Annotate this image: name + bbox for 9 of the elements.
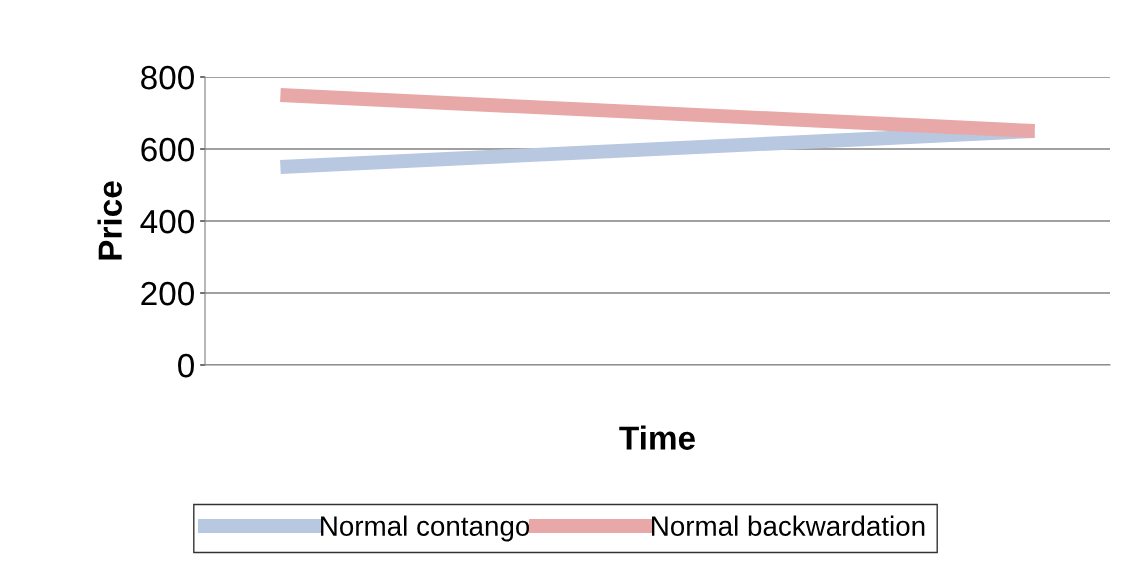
y-tick-label: 800 — [141, 65, 194, 90]
y-tick-label: 200 — [141, 281, 194, 306]
legend-label: Normal contango — [321, 515, 530, 542]
legend-label: Normal backwardation — [652, 515, 925, 536]
x-axis-title: Time — [619, 425, 695, 450]
y-tick-label: 0 — [178, 353, 194, 378]
y-axis-title: Price — [97, 181, 122, 260]
y-tick-label: 400 — [140, 209, 194, 234]
y-tick-label: 600 — [141, 137, 194, 162]
